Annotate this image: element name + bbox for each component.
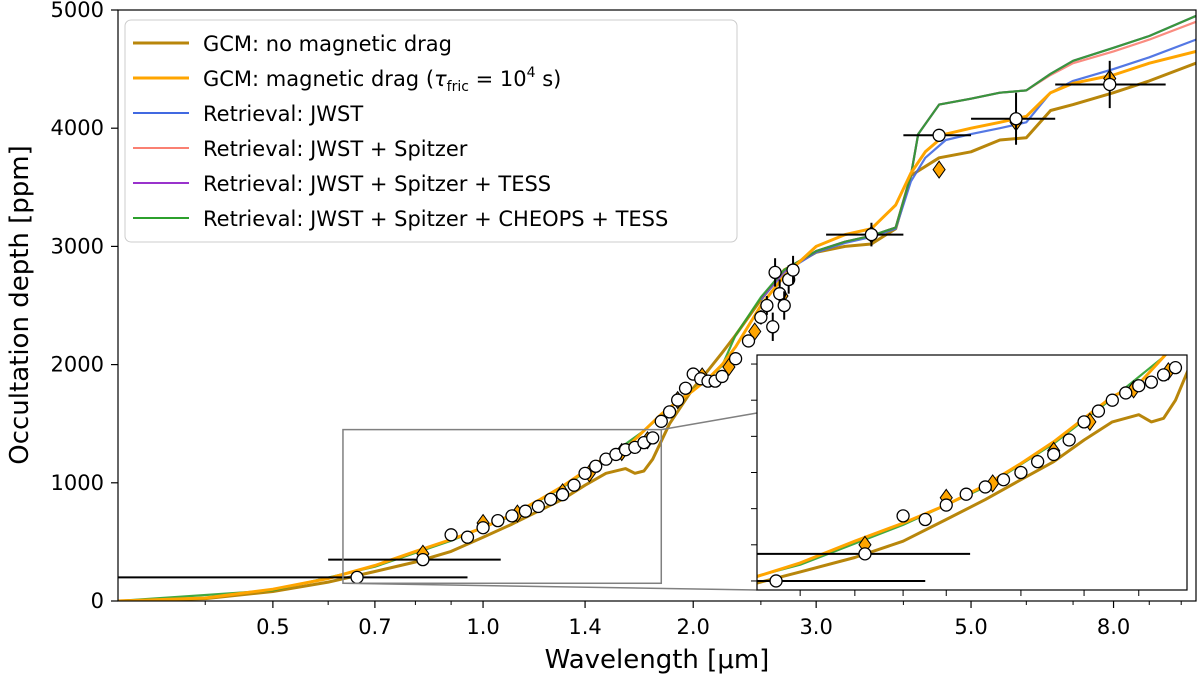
x-tick-label: 3.0: [799, 615, 832, 639]
inset-observations: [757, 361, 1183, 588]
main-observation-point: [766, 320, 780, 334]
main-observation-point: [715, 369, 729, 384]
inset-observation-point: [1105, 393, 1119, 407]
main-observation-point: [654, 414, 668, 428]
main-observation-point: [531, 499, 545, 514]
main-observation-point: [578, 466, 592, 480]
plot-frame: [117, 9, 1197, 602]
inset-series-line-gcm-no-magnetic-drag: [757, 368, 1187, 585]
y-tick-label: 1000: [51, 471, 104, 495]
inset-observation-point: [1144, 375, 1159, 389]
x-tick-label: 5.0: [954, 615, 987, 639]
main-observation-point: [646, 431, 660, 445]
main-observation-point: [728, 352, 743, 366]
zoom-rectangle: [342, 428, 663, 585]
main-observation-point: [589, 459, 603, 473]
main-observation-point: [491, 513, 505, 528]
main-observations: [118, 60, 1166, 585]
main-observation-point: [1009, 112, 1023, 126]
legend-label-jwst-spitzer: Retrieval: JWST + Spitzer: [203, 137, 468, 161]
inset-observation-point: [1168, 361, 1183, 375]
inset-observation-point: [858, 547, 872, 561]
inset-series-line-gcm-magnetic-drag: [757, 355, 1168, 579]
main-observation-point: [671, 393, 685, 407]
inset-observation-point: [1091, 404, 1106, 418]
y-tick-label: 2000: [51, 353, 104, 377]
x-axis-label: Wavelength [μm]: [545, 645, 770, 675]
legend-label-jwst-spitzer-tess: Retrieval: JWST + Spitzer + TESS: [203, 172, 551, 196]
inset-observation-point: [1119, 386, 1133, 400]
x-tick-label: 1.4: [568, 615, 601, 639]
y-tick-label: 3000: [51, 234, 104, 258]
main-gcm-bin-marker: [932, 160, 946, 179]
inset-series: [757, 355, 1187, 585]
x-tick-label: 1.0: [466, 615, 499, 639]
main-observation-point: [777, 298, 791, 313]
main-observation-point: [741, 334, 756, 348]
legend: GCM: no magnetic drag GCM: magnetic drag…: [124, 19, 738, 243]
main-observation-point: [567, 478, 581, 492]
inset-observation-point: [996, 473, 1011, 487]
inset-observation-point: [1156, 368, 1171, 382]
inset-observation-point: [918, 512, 932, 527]
main-observation-point: [773, 287, 787, 301]
inset-observation-point: [1062, 433, 1076, 447]
legend-label-all: Retrieval: JWST + Spitzer + CHEOPS + TES…: [203, 207, 668, 231]
main-observation-point: [444, 528, 458, 542]
inset-observation-point: [1030, 455, 1045, 469]
main-observation-point: [754, 310, 768, 324]
main-observation-point: [476, 521, 490, 535]
main-observation-point: [505, 509, 519, 523]
y-tick-label: 0: [91, 589, 104, 613]
inset-observation-point: [1047, 447, 1061, 462]
main-observation-point: [662, 405, 677, 419]
inset-observation-point: [978, 480, 992, 494]
y-tick-label: 4000: [51, 116, 104, 140]
y-axis-label: Occultation depth [ppm]: [5, 145, 35, 465]
x-axis: 0.5 0.7 1.0 1.4 2.0 3.0 5.0 8.0: [204, 601, 1182, 639]
legend-label-jwst: Retrieval: JWST: [203, 102, 363, 126]
main-observation-point: [760, 298, 774, 313]
main-observation-point: [350, 570, 364, 585]
main-observation-point: [1103, 77, 1117, 92]
main-observation-point: [555, 487, 570, 502]
zoom-connector-lower: [342, 582, 758, 591]
main-observation-point: [932, 128, 946, 142]
inset-observation-point: [1132, 379, 1146, 393]
inset-observation-point: [769, 574, 783, 588]
x-tick-label: 0.7: [358, 615, 391, 639]
main-observation-point: [416, 552, 430, 567]
main-observation-point: [460, 530, 475, 544]
main-observation-point: [864, 227, 879, 242]
inset-observation-point: [939, 498, 953, 512]
main-observation-point: [786, 263, 800, 277]
main-observation-point: [768, 265, 782, 280]
inset-observation-point: [959, 487, 973, 501]
inset-observation-point: [896, 509, 910, 523]
main-observation-point: [518, 504, 533, 518]
main-observation-point: [678, 381, 693, 395]
legend-label-gcm-no-drag: GCM: no magnetic drag: [203, 32, 452, 56]
y-tick-label: 5000: [51, 0, 104, 22]
x-tick-label: 8.0: [1097, 615, 1130, 639]
main-series-line-retrieval-jwst: [760, 38, 1196, 301]
y-axis: 0 1000 2000 3000 4000 5000: [51, 0, 118, 613]
zoom-connector-upper: [661, 412, 758, 431]
legend-box: [124, 19, 738, 243]
zoom-indicator: [342, 412, 758, 591]
x-tick-label: 2.0: [677, 615, 710, 639]
x-tick-label: 0.5: [256, 615, 289, 639]
legend-label-gcm-drag: GCM: magnetic drag (τfric = 104 s): [203, 65, 561, 95]
inset-observation-point: [1014, 465, 1028, 480]
inset-observation-point: [1077, 415, 1091, 429]
main-observation-point: [544, 492, 558, 506]
inset-ticks: [751, 363, 1140, 596]
